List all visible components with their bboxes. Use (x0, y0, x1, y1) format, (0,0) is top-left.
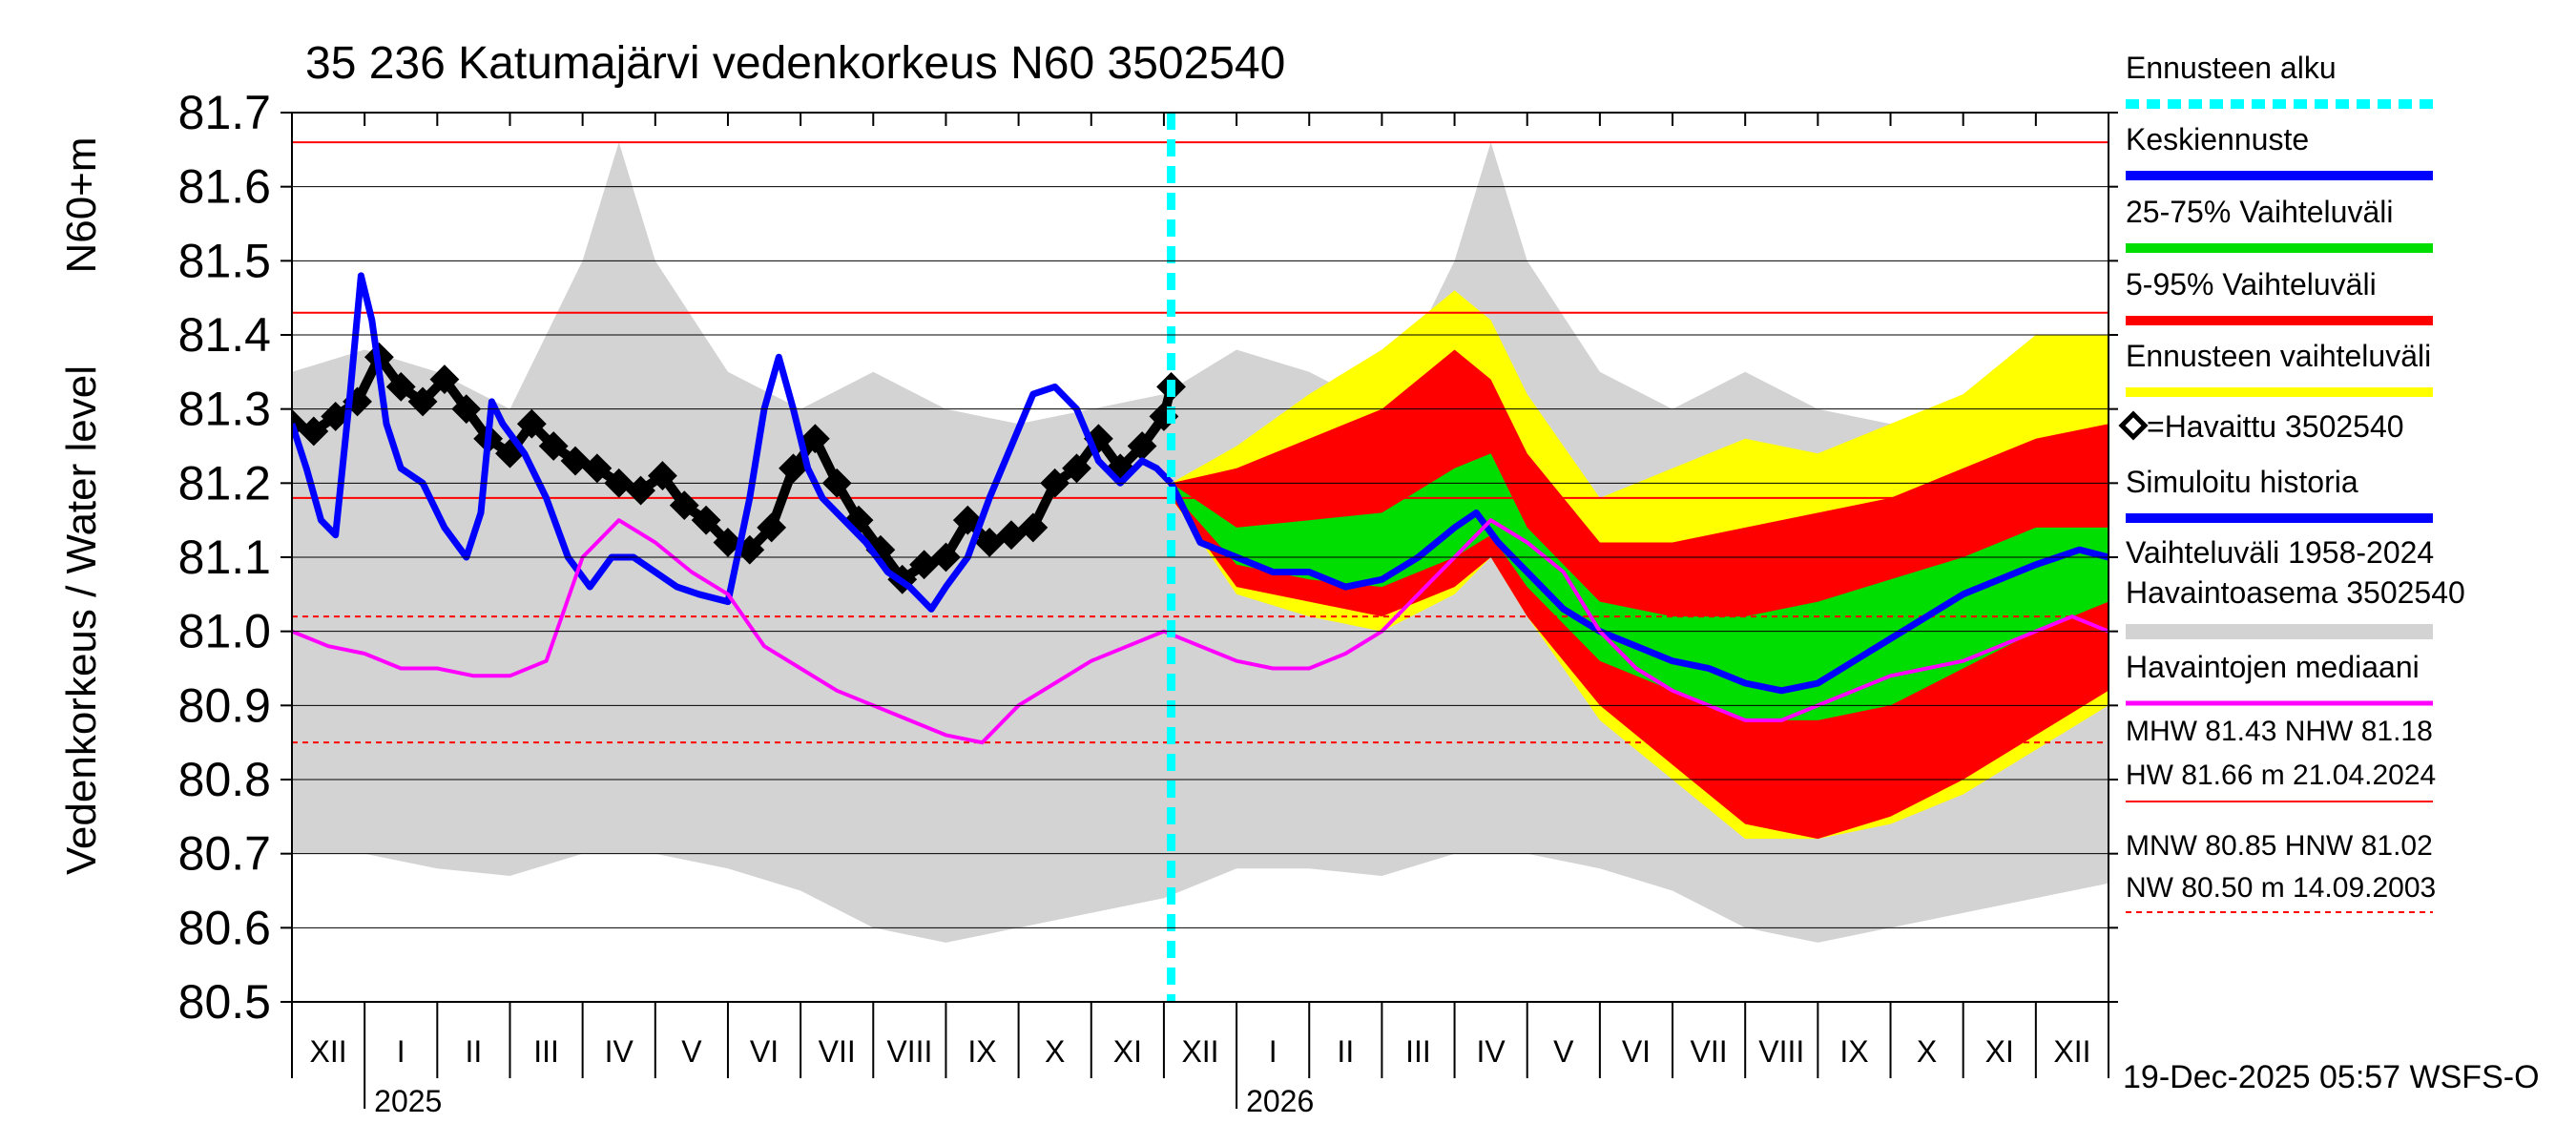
y-tick-label: 81.6 (178, 160, 271, 214)
observed-point (516, 408, 547, 439)
y-tick-label: 81.7 (178, 86, 271, 139)
month-label: IX (1839, 1034, 1868, 1069)
chart-title: 35 236 Katumajärvi vedenkorkeus N60 3502… (305, 38, 1285, 89)
month-label: XI (1113, 1034, 1142, 1069)
month-label: II (466, 1034, 483, 1069)
month-label: XII (310, 1034, 347, 1069)
observed-point (582, 453, 613, 484)
observed-point (713, 528, 743, 557)
legend-label: Ennusteen vaihteluväli (2126, 339, 2431, 373)
observed-point (779, 453, 808, 484)
year-label: 2026 (1246, 1084, 1314, 1118)
legend-stat: MHW 81.43 NHW 81.18 (2126, 716, 2433, 747)
y-tick-label: 81.3 (178, 383, 271, 436)
month-label: V (681, 1034, 702, 1069)
footer-timestamp: 19-Dec-2025 05:57 WSFS-O (2123, 1059, 2540, 1095)
month-label: VIII (886, 1034, 932, 1069)
month-label: III (1405, 1034, 1431, 1069)
series-keskiennuste (1168, 481, 2109, 695)
y-tick-label: 80.9 (178, 678, 271, 732)
observed-point (429, 364, 460, 395)
y-tick-label: 81.5 (178, 234, 271, 287)
observed-point (974, 528, 1005, 557)
month-label: IV (1477, 1034, 1506, 1069)
observed-point (407, 386, 438, 417)
observed-point (560, 446, 591, 476)
month-label: IV (605, 1034, 634, 1069)
observed-point (800, 424, 830, 454)
month-label: VIII (1758, 1034, 1804, 1069)
y-tick-label: 81.2 (178, 456, 271, 510)
month-label: I (1269, 1034, 1278, 1069)
legend-label: Ennusteen alku (2126, 51, 2337, 85)
observed-point (538, 431, 569, 461)
observed-point (1062, 453, 1091, 484)
month-label: III (533, 1034, 559, 1069)
legend-observed-marker (2118, 410, 2149, 441)
observed-point (321, 402, 351, 431)
month-label: X (1045, 1034, 1065, 1069)
legend-label: Havaintojen mediaani (2126, 650, 2420, 684)
month-label: XII (1181, 1034, 1218, 1069)
month-label: VI (1622, 1034, 1651, 1069)
month-label: V (1553, 1034, 1574, 1069)
legend-stat: HW 81.66 m 21.04.2024 (2126, 760, 2436, 791)
y-axis-label-right: N60+m (58, 136, 105, 273)
y-tick-label: 80.6 (178, 901, 271, 954)
observed-point (996, 520, 1027, 551)
legend: Ennusteen alku Keskiennuste 25-75% Vaihtel… (2118, 51, 2465, 913)
observed-point (385, 371, 416, 402)
legend-label: 5-95% Vaihteluväli (2126, 267, 2377, 302)
month-label: I (397, 1034, 405, 1069)
legend-stat: MNW 80.85 HNW 81.02 (2126, 830, 2433, 862)
series-havaintojen-mediaani (292, 518, 2109, 745)
observed-point (691, 505, 721, 535)
month-label: X (1917, 1034, 1937, 1069)
observed-point (909, 550, 940, 580)
y-axis-label-left: Vedenkorkeus / Water level (58, 365, 105, 875)
y-tick-label: 81.0 (178, 605, 271, 658)
legend-label: Simuloitu historia (2126, 465, 2358, 499)
series-simuloitu-historia (292, 272, 1174, 613)
observed-point (757, 512, 787, 543)
observed-point (648, 461, 677, 490)
month-label: XI (1985, 1034, 2014, 1069)
y-tick-label: 81.1 (178, 531, 271, 584)
band-25-75-vaihteluv-li (1171, 453, 2109, 720)
y-tick-label: 80.5 (178, 975, 271, 1029)
observed-point (952, 505, 983, 535)
legend-label: Keskiennuste (2126, 122, 2309, 156)
legend-label: =Havaittu 3502540 (2147, 409, 2404, 444)
observed-point (669, 490, 699, 521)
observed-point (299, 416, 329, 447)
legend-label: Vaihteluväli 1958-2024 (2126, 535, 2434, 570)
legend-stat: NW 80.50 m 14.09.2003 (2126, 872, 2436, 904)
observed-point (1018, 512, 1049, 543)
month-label: IX (967, 1034, 996, 1069)
year-label: 2025 (374, 1084, 442, 1118)
y-tick-label: 80.7 (178, 827, 271, 881)
y-tick-label: 81.4 (178, 308, 271, 362)
observed-point (626, 475, 655, 506)
band-5-95-vaihteluv-li (1171, 349, 2109, 840)
month-label: XII (2053, 1034, 2090, 1069)
legend-label: Havaintoasema 3502540 (2126, 575, 2465, 610)
month-label: VII (819, 1034, 856, 1069)
legend-label: 25-75% Vaihteluväli (2126, 195, 2393, 229)
month-label: VII (1691, 1034, 1728, 1069)
month-label: VI (750, 1034, 779, 1069)
month-label: II (1337, 1034, 1354, 1069)
y-tick-label: 80.8 (178, 753, 271, 806)
